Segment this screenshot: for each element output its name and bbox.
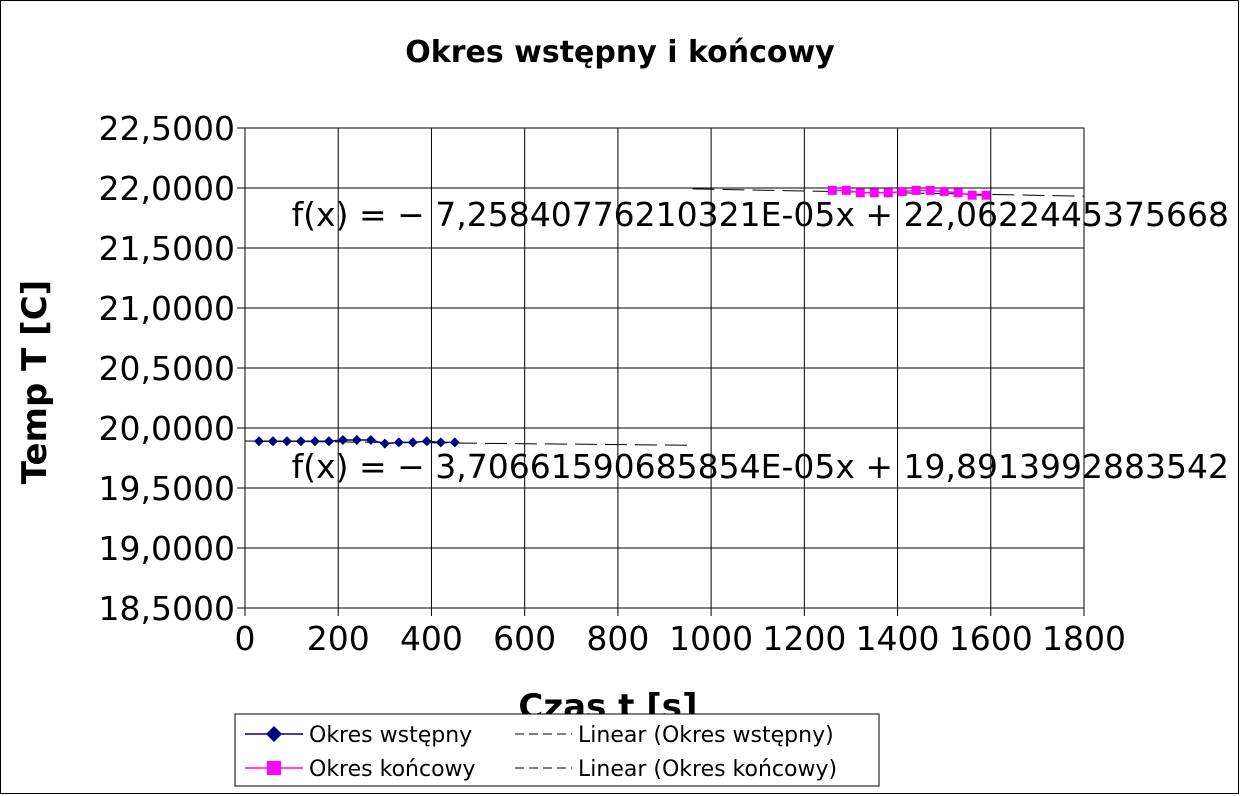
y-tick-label: 21,0000 (99, 289, 235, 328)
data-point (827, 185, 837, 195)
x-tick-label: 200 (307, 619, 370, 658)
legend-square-marker (267, 761, 281, 775)
x-tick-label: 1000 (669, 619, 753, 658)
x-tick-label: 600 (493, 619, 556, 658)
legend-label-final: Okres końcowy (309, 757, 476, 782)
data-point (379, 438, 390, 449)
x-tick-label: 800 (586, 619, 649, 658)
data-point (449, 437, 460, 448)
y-axis-ticks: 18,5000 19,0000 19,5000 20,0000 20,5000 21,00… (99, 109, 245, 628)
x-tick-label: 1800 (1042, 619, 1126, 658)
y-tick-label: 20,0000 (99, 409, 235, 448)
data-point (309, 436, 320, 447)
data-point (883, 188, 893, 198)
legend-label-trend-final: Linear (Okres końcowy) (578, 757, 837, 782)
data-point (337, 435, 348, 445)
data-point (967, 190, 977, 200)
y-tick-label: 21,5000 (99, 229, 235, 268)
data-point (323, 436, 334, 447)
y-tick-label: 18,5000 (99, 589, 235, 628)
data-point (911, 185, 921, 195)
x-tick-label: 400 (400, 619, 463, 658)
data-point (365, 435, 376, 445)
legend: Okres wstępny Linear (Okres wstępny) Okr… (234, 713, 880, 787)
data-point (855, 188, 865, 198)
y-tick-label: 19,5000 (99, 469, 235, 508)
data-point (295, 436, 306, 447)
chart-title: Okres wstępny i końcowy (405, 35, 835, 70)
data-point (281, 436, 292, 447)
data-point (351, 435, 362, 445)
x-tick-label: 1600 (949, 619, 1033, 658)
x-tick-label: 1200 (762, 619, 846, 658)
legend-label-trend-initial: Linear (Okres wstępny) (578, 723, 834, 748)
data-point (869, 188, 879, 198)
trendline-equation-initial: f(x) = − 3,70661590685854E-05x + 19,8913… (292, 447, 1229, 486)
data-point (267, 436, 278, 447)
y-tick-label: 22,0000 (99, 169, 235, 208)
data-point (421, 436, 432, 447)
data-point (253, 436, 264, 447)
y-tick-label: 22,5000 (99, 109, 235, 148)
y-tick-label: 20,5000 (99, 349, 235, 388)
data-point (953, 188, 963, 198)
legend-box (234, 713, 880, 787)
data-point (925, 185, 935, 195)
y-axis-title: Temp T [C] (15, 280, 55, 484)
data-point (981, 190, 991, 200)
y-tick-label: 19,0000 (99, 529, 235, 568)
x-tick-label: 0 (235, 619, 256, 658)
data-point (939, 187, 949, 197)
x-tick-label: 1400 (856, 619, 940, 658)
data-point (841, 185, 851, 195)
data-point (393, 437, 404, 448)
legend-label-initial: Okres wstępny (309, 723, 472, 748)
data-point (435, 437, 446, 448)
x-axis-ticks: 0 200 400 600 800 1000 1200 1400 1600 1800 (235, 608, 1126, 658)
data-series (253, 185, 991, 449)
legend-diamond-marker (266, 726, 282, 742)
data-point (407, 437, 418, 448)
trendline-equation-final: f(x) = − 7,25840776210321E-05x + 22,0622… (292, 195, 1229, 234)
data-point (897, 187, 907, 197)
